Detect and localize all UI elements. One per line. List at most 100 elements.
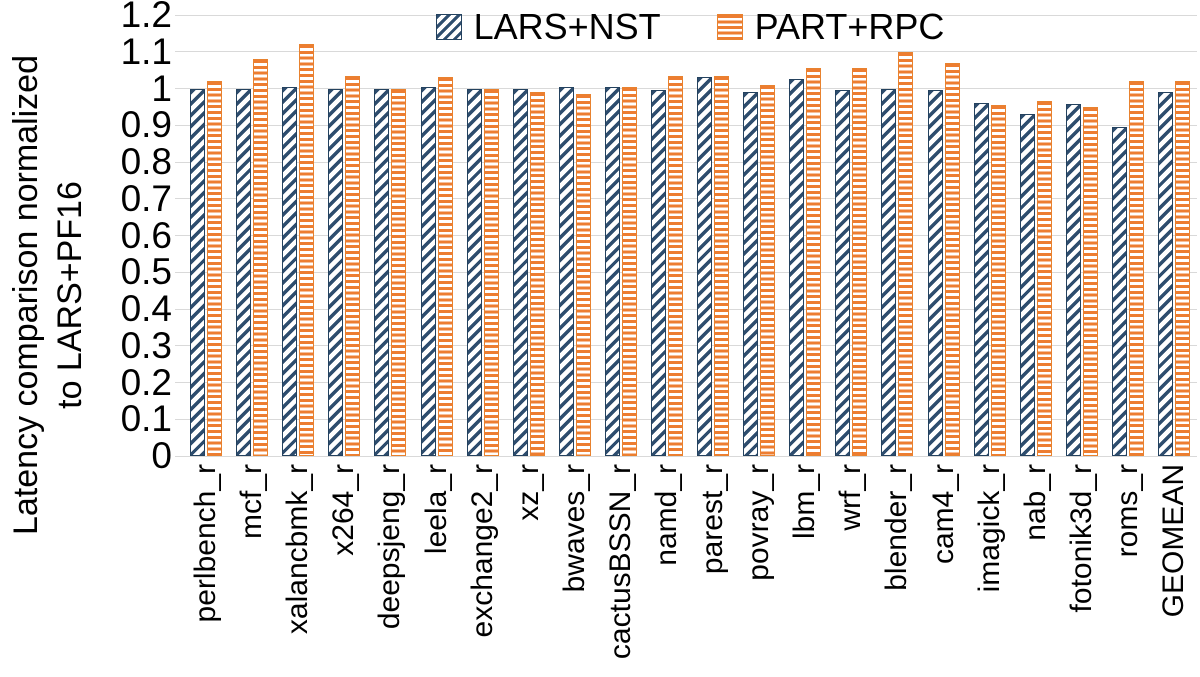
gridline xyxy=(175,345,1197,347)
gridline xyxy=(175,14,1197,16)
bar-part-rpc-cam4_r xyxy=(944,62,960,456)
bar-part-rpc-cactusbssn_r xyxy=(621,86,637,456)
y-tick-label: 0.4 xyxy=(120,288,172,329)
bar-part-rpc-bwaves_r xyxy=(575,94,591,456)
bar-lars-nst-geomean xyxy=(1157,92,1173,456)
bar-lars-nst-mcf_r xyxy=(236,88,252,456)
bar-lars-nst-xalancbmk_r xyxy=(282,86,298,456)
x-tick-label-perlbench_r: perlbench_r xyxy=(189,464,223,623)
bar-lars-nst-perlbench_r xyxy=(190,88,206,456)
x-tick-label-cam4_r: cam4_r xyxy=(926,464,960,565)
x-tick-label-roms_r: roms_r xyxy=(1110,464,1144,558)
x-tick-label-leela_r: leela_r xyxy=(419,464,453,555)
bar-lars-nst-roms_r xyxy=(1111,127,1127,456)
bar-lars-nst-deepsjeng_r xyxy=(374,88,390,456)
x-tick-label-geomean: GEOMEAN xyxy=(1156,464,1190,618)
legend-swatch-horizontal-hatch-icon xyxy=(716,14,743,40)
legend-swatch-diagonal-hatch-icon xyxy=(435,14,462,40)
bar-lars-nst-fotonik3d_r xyxy=(1065,103,1081,456)
legend-label: PART+RPC xyxy=(754,6,945,47)
y-axis-tick-labels: 0 0.1 0.2 0.3 0.4 0.5 0.6 0.7 0.8 0.9 1 1.1 1.2 xyxy=(60,0,172,476)
bar-part-rpc-blender_r xyxy=(898,51,914,456)
x-tick-label-fotonik3d_r: fotonik3d_r xyxy=(1064,464,1098,613)
x-tick-label-x264_r: x264_r xyxy=(327,464,361,556)
x-tick-label-xalancbmk_r: xalancbmk_r xyxy=(281,464,315,635)
gridline xyxy=(175,271,1197,273)
gridline xyxy=(175,124,1197,126)
x-tick-label-lbm_r: lbm_r xyxy=(788,464,822,540)
bar-part-rpc-parest_r xyxy=(714,75,730,456)
bar-part-rpc-deepsjeng_r xyxy=(391,88,407,456)
gridline xyxy=(175,198,1197,200)
bar-part-rpc-nab_r xyxy=(1036,101,1052,456)
bar-part-rpc-x264_r xyxy=(345,75,361,456)
y-tick-label: 1.2 xyxy=(120,0,172,35)
bar-lars-nst-imagick_r xyxy=(973,103,989,456)
gridline xyxy=(175,88,1197,89)
bar-part-rpc-roms_r xyxy=(1128,81,1144,456)
gridline xyxy=(175,161,1197,163)
bar-part-rpc-exchange2_r xyxy=(483,88,499,456)
bar-lars-nst-leela_r xyxy=(420,86,436,456)
bar-lars-nst-parest_r xyxy=(697,77,713,456)
y-tick-label: 1.1 xyxy=(120,30,172,72)
bar-lars-nst-blender_r xyxy=(881,88,897,456)
x-tick-label-xz_r: xz_r xyxy=(511,464,545,521)
gridline xyxy=(175,51,1197,53)
bar-part-rpc-wrf_r xyxy=(852,68,868,456)
legend-item-part-rpc: PART+RPC xyxy=(716,6,945,47)
bar-lars-nst-bwaves_r xyxy=(558,86,574,456)
legend-item-lars-nst: LARS+NST xyxy=(435,6,661,47)
bar-lars-nst-x264_r xyxy=(328,88,344,456)
bar-part-rpc-namd_r xyxy=(667,75,683,456)
gridline xyxy=(175,235,1197,236)
gridline xyxy=(175,418,1197,420)
x-tick-label-namd_r: namd_r xyxy=(649,464,683,566)
y-tick-label: 0.9 xyxy=(120,104,172,146)
y-tick-label: 0.7 xyxy=(120,177,172,219)
x-tick-label-mcf_r: mcf_r xyxy=(235,464,269,539)
x-axis-tick-labels: perlbench_r mcf_r xalancbmk_r x264_r deepsje… xyxy=(183,464,1197,677)
x-tick-label-blender_r: blender_r xyxy=(880,464,914,591)
bar-part-rpc-lbm_r xyxy=(806,68,822,456)
y-tick-label: 0.1 xyxy=(120,398,172,440)
bar-part-rpc-geomean xyxy=(1174,81,1190,456)
legend-label: LARS+NST xyxy=(473,6,661,47)
y-axis-title-line1: Latency comparison normalized xyxy=(6,54,45,536)
gridline xyxy=(175,455,1197,457)
bar-lars-nst-cam4_r xyxy=(927,90,943,456)
legend: LARS+NST PART+RPC xyxy=(183,4,1197,50)
bar-lars-nst-nab_r xyxy=(1019,114,1035,456)
bar-part-rpc-mcf_r xyxy=(253,59,269,456)
x-tick-label-povray_r: povray_r xyxy=(742,464,776,581)
bar-lars-nst-exchange2_r xyxy=(466,88,482,456)
y-tick-label: 0 xyxy=(151,435,172,476)
bar-part-rpc-leela_r xyxy=(437,77,453,456)
y-tick-label: 0.5 xyxy=(120,251,172,293)
x-tick-label-nab_r: nab_r xyxy=(1018,464,1052,541)
x-tick-label-bwaves_r: bwaves_r xyxy=(557,464,591,593)
bar-lars-nst-povray_r xyxy=(743,92,759,456)
y-tick-label: 0.2 xyxy=(120,361,172,403)
bar-part-rpc-imagick_r xyxy=(990,105,1006,456)
y-tick-label: 0.8 xyxy=(120,141,172,182)
gridline xyxy=(175,308,1197,310)
y-tick-label: 1 xyxy=(151,67,172,109)
bar-lars-nst-wrf_r xyxy=(835,90,851,456)
bar-part-rpc-fotonik3d_r xyxy=(1082,106,1098,456)
x-tick-label-wrf_r: wrf_r xyxy=(834,464,868,531)
gridline xyxy=(175,382,1197,383)
bar-part-rpc-perlbench_r xyxy=(207,81,223,456)
plot-area xyxy=(175,14,1197,457)
bar-part-rpc-xz_r xyxy=(529,92,545,456)
x-tick-label-deepsjeng_r: deepsjeng_r xyxy=(373,464,407,630)
bar-lars-nst-xz_r xyxy=(512,88,528,456)
y-tick-label: 0.6 xyxy=(120,214,172,256)
bar-part-rpc-povray_r xyxy=(760,84,776,456)
bar-lars-nst-cactusbssn_r xyxy=(604,86,620,456)
x-tick-label-parest_r: parest_r xyxy=(696,464,730,575)
y-tick-label: 0.3 xyxy=(120,324,172,366)
x-tick-label-exchange2_r: exchange2_r xyxy=(465,464,499,638)
bar-lars-nst-namd_r xyxy=(650,90,666,456)
